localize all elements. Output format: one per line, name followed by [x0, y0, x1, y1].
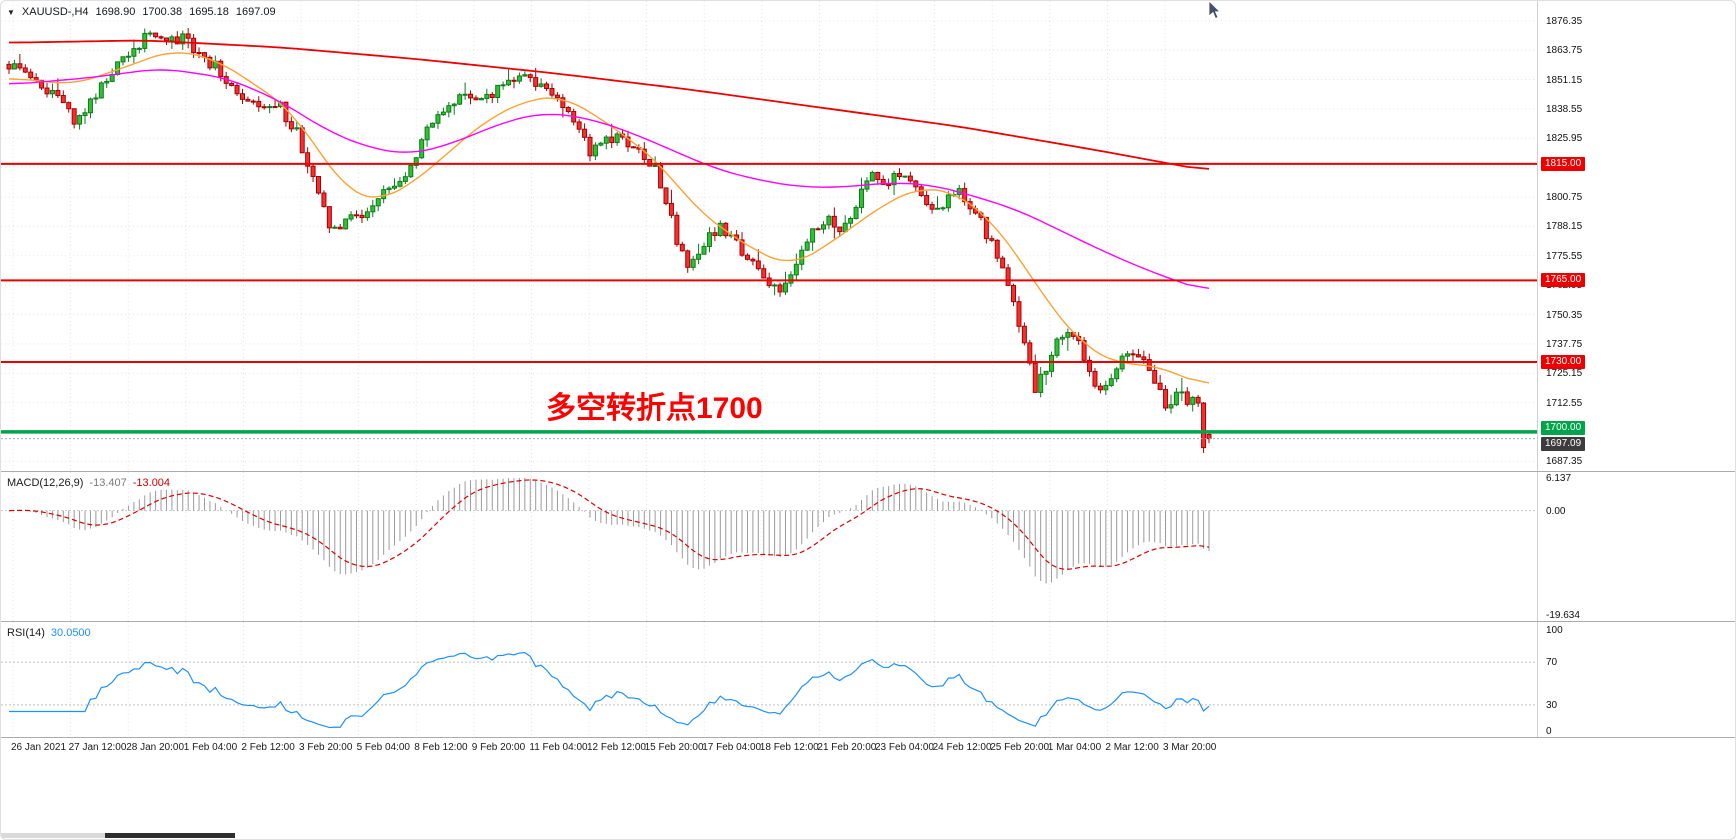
time-axis-label: 8 Feb 12:00	[414, 742, 468, 753]
close-value: 1697.09	[235, 6, 276, 18]
time-axis-label: 2 Feb 12:00	[241, 742, 295, 753]
price-axis-label: 1775.55	[1546, 250, 1583, 262]
rsi-axis-label: 0	[1546, 726, 1552, 737]
rsi-line	[9, 651, 1210, 729]
ma-magenta-line	[8, 69, 1210, 290]
symbol-timeframe-label: XAUUSD-,H4	[21, 6, 89, 18]
rsi-axis-label: 70	[1546, 657, 1558, 669]
time-axis-label: 1 Mar 04:00	[1047, 742, 1102, 753]
ma-orange-line	[8, 52, 1210, 384]
chart-annotation-text[interactable]: 多空转折点1700	[546, 392, 763, 425]
time-axis-label: 12 Feb 12:00	[587, 742, 646, 753]
symbol-dropdown-icon[interactable]: ▼	[7, 7, 15, 17]
rsi-axis-label: 100	[1546, 625, 1563, 636]
macd-signal-line	[8, 479, 1210, 570]
time-axis-label: 21 Feb 20:00	[817, 742, 877, 753]
time-axis-label: 5 Feb 04:00	[356, 742, 410, 753]
price-axis-label: 1687.35	[1546, 456, 1583, 468]
macd-indicator-canvas[interactable]	[1, 472, 1537, 621]
time-axis-label: 2 Mar 12:00	[1105, 742, 1159, 753]
rsi-axis-label: 30	[1546, 699, 1558, 711]
price-axis-label: 1825.95	[1546, 133, 1583, 145]
price-axis-label: 1712.55	[1546, 397, 1583, 409]
price-marker-1765.00: 1765.00	[1541, 273, 1586, 288]
panel-separator-timeaxis	[1, 737, 1735, 738]
macd-name: MACD(12,26,9)	[7, 477, 84, 489]
high-value: 1700.38	[142, 6, 183, 18]
time-axis-label: 3 Feb 20:00	[299, 742, 353, 753]
rsi-value: 30.0500	[50, 627, 91, 639]
price-marker-1700.00: 1700.00	[1541, 420, 1586, 435]
time-axis-label: 23 Feb 04:00	[875, 742, 934, 753]
time-axis-label: 3 Mar 20:00	[1163, 742, 1217, 753]
candles	[6, 28, 1212, 453]
price-grid	[1, 1, 1537, 471]
macd-window-label: MACD(12,26,9) -13.407 -13.004	[7, 477, 170, 489]
rsi-axis[interactable]: 100 70 30 0	[1537, 622, 1735, 737]
mouse-cursor-icon	[1208, 1, 1221, 20]
panel-separator-macd[interactable]	[1, 471, 1735, 472]
time-axis-label: 18 Feb 12:00	[759, 742, 819, 753]
price-axis-label: 1750.35	[1546, 309, 1583, 321]
rsi-window-label: RSI(14) 30.0500	[7, 627, 91, 639]
price-marker-1730.00: 1730.00	[1541, 354, 1586, 369]
macd-axis-label: 6.137	[1546, 473, 1572, 484]
macd-axis-label: 0.00	[1546, 505, 1566, 517]
time-axis-label: 17 Feb 04:00	[702, 742, 762, 753]
price-marker-1815.00: 1815.00	[1541, 156, 1586, 171]
time-axis-label: 24 Feb 12:00	[932, 742, 992, 753]
time-axis-label: 9 Feb 20:00	[471, 742, 526, 753]
macd-axis-label: -19.634	[1546, 610, 1580, 621]
macd-histogram	[13, 478, 1210, 584]
price-axis-label: 1788.15	[1546, 221, 1583, 233]
price-axis-label: 1725.15	[1546, 368, 1583, 380]
rsi-name: RSI(14)	[7, 627, 45, 639]
time-axis-label: 26 Jan 2021	[11, 742, 67, 753]
time-axis[interactable]: 26 Jan 2021 27 Jan 12:00 28 Jan 20:00 1 Feb…	[1, 738, 1735, 756]
price-axis-label: 1876.35	[1546, 15, 1583, 27]
price-axis-label: 1838.55	[1546, 104, 1583, 115]
time-axis-label: 27 Jan 12:00	[68, 742, 127, 753]
macd-axis[interactable]: 6.137 0.00 -19.634	[1537, 472, 1735, 621]
time-axis-label: 15 Feb 20:00	[644, 742, 704, 753]
time-axis-label: 1 Feb 04:00	[183, 742, 238, 753]
time-axis-label: 28 Jan 20:00	[126, 742, 185, 753]
ma-red-line	[8, 39, 1210, 170]
price-chart-canvas[interactable]	[1, 1, 1537, 471]
chart-header: ▼ XAUUSD-,H4 1698.90 1700.38 1695.18 169…	[7, 6, 276, 18]
low-value: 1695.18	[189, 6, 229, 18]
price-axis-label: 1800.75	[1546, 192, 1583, 204]
rsi-indicator-canvas[interactable]	[1, 622, 1537, 737]
price-marker-1697.09: 1697.09	[1541, 436, 1586, 451]
macd-main-value: -13.407	[89, 477, 127, 489]
scrollbar-track[interactable]	[1, 833, 105, 838]
price-axis-label: 1737.75	[1546, 338, 1583, 350]
panel-separator-rsi[interactable]	[1, 621, 1735, 622]
open-value: 1698.90	[95, 6, 136, 18]
price-axis-label: 1863.75	[1546, 45, 1583, 57]
time-axis-label: 11 Feb 04:00	[529, 742, 588, 753]
macd-signal-value: -13.004	[132, 477, 171, 489]
scrollbar-thumb[interactable]	[105, 833, 235, 838]
time-axis-label: 25 Feb 20:00	[990, 742, 1050, 753]
price-axis[interactable]: 1876.351863.751851.151838.551825.951813.…	[1537, 1, 1735, 471]
price-axis-label: 1851.15	[1546, 74, 1583, 86]
